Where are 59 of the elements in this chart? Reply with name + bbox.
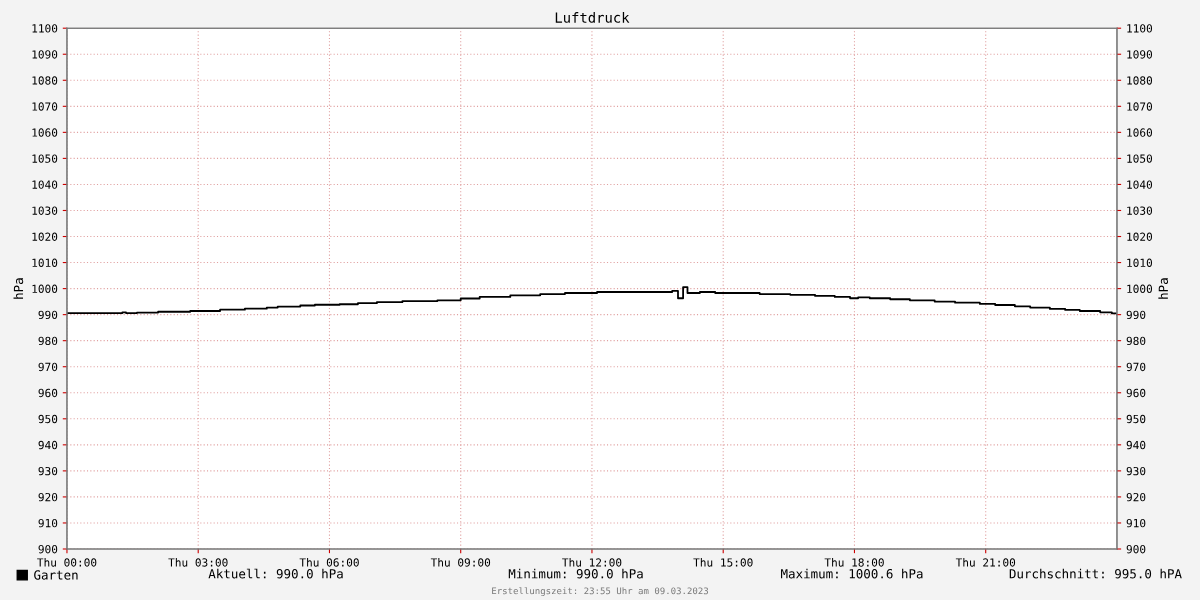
x-tick-label: Thu 18:00	[824, 558, 884, 567]
y2-tick-label: 1090	[1127, 50, 1153, 59]
y-tick-label: 980	[38, 336, 58, 346]
text: Minimum: 990.0 hPa	[508, 568, 643, 579]
text: Aktuell: 990.0 hPa	[208, 568, 343, 579]
y-tick-label: 1040	[32, 180, 58, 189]
y-tick-label: 930	[38, 466, 58, 476]
chart-title: Luftdruck	[555, 12, 630, 23]
y-tick-label: 920	[38, 492, 58, 502]
y2-tick-label: 930	[1126, 466, 1146, 476]
y2-tick-label: 960	[1126, 388, 1146, 398]
y2-tick-label: 1000	[1127, 284, 1153, 294]
y-tick-label: 1030	[32, 206, 58, 215]
y2-tick-label: 1020	[1127, 232, 1153, 241]
y2-axis-title: hPa	[1158, 278, 1169, 299]
y2-tick-label: 1080	[1127, 76, 1153, 85]
y2-tick-label: 1050	[1127, 154, 1153, 163]
y-tick-label: 1050	[32, 154, 58, 163]
y-axis-title: hPa	[13, 278, 24, 299]
legend-label: Garten	[34, 570, 78, 580]
x-tick-label: Thu 03:00	[168, 558, 228, 567]
text: Erstellungszeit: 23:55 Uhr am 09.03.2023	[492, 587, 709, 597]
y-tick-label: 1010	[32, 258, 58, 267]
y2-tick-label: 910	[1126, 518, 1146, 528]
y-tick-label: 970	[38, 362, 58, 372]
y-tick-label: 1090	[32, 50, 58, 59]
y2-tick-label: 990	[1126, 310, 1146, 320]
y-tick-label: 990	[38, 310, 58, 320]
x-tick-label: Thu 00:00	[37, 558, 97, 567]
y-tick-label: 950	[38, 414, 58, 424]
y2-tick-label: 900	[1126, 545, 1146, 554]
y-tick-label: 960	[38, 388, 58, 398]
y2-tick-label: 940	[1126, 440, 1146, 450]
y2-tick-label: 920	[1126, 492, 1146, 502]
y2-tick-label: 970	[1126, 362, 1146, 372]
y2-tick-label: 1070	[1127, 102, 1153, 111]
y-tick-label: 1020	[32, 232, 58, 241]
y-tick-label: 910	[38, 518, 58, 528]
y2-tick-label: 1010	[1127, 258, 1153, 267]
y2-tick-label: 950	[1126, 414, 1146, 424]
y2-tick-label: 1100	[1127, 24, 1153, 33]
y2-tick-label: 980	[1126, 336, 1146, 346]
y-tick-label: 900	[38, 545, 58, 554]
y-tick-label: 1060	[32, 128, 58, 137]
y2-tick-label: 1030	[1127, 206, 1153, 215]
y2-tick-label: 1060	[1127, 128, 1153, 137]
x-tick-label: Thu 15:00	[693, 558, 753, 567]
y-tick-label: 940	[38, 440, 58, 450]
x-tick-label: Thu 06:00	[299, 558, 359, 567]
y-tick-label: 1000	[32, 284, 58, 294]
y2-tick-label: 1040	[1127, 180, 1153, 189]
y-tick-label: 1100	[32, 24, 58, 33]
y-tick-label: 1080	[32, 76, 58, 85]
x-tick-label: Thu 09:00	[430, 558, 491, 567]
text: Maximum: 1000.6 hPa	[781, 568, 923, 579]
x-tick-label: Thu 21:00	[955, 558, 1016, 567]
text: Durchschnitt: 995.0 hPA	[1009, 568, 1182, 579]
x-tick-label: Thu 12:00	[562, 558, 622, 567]
y-tick-label: 1070	[32, 102, 58, 111]
